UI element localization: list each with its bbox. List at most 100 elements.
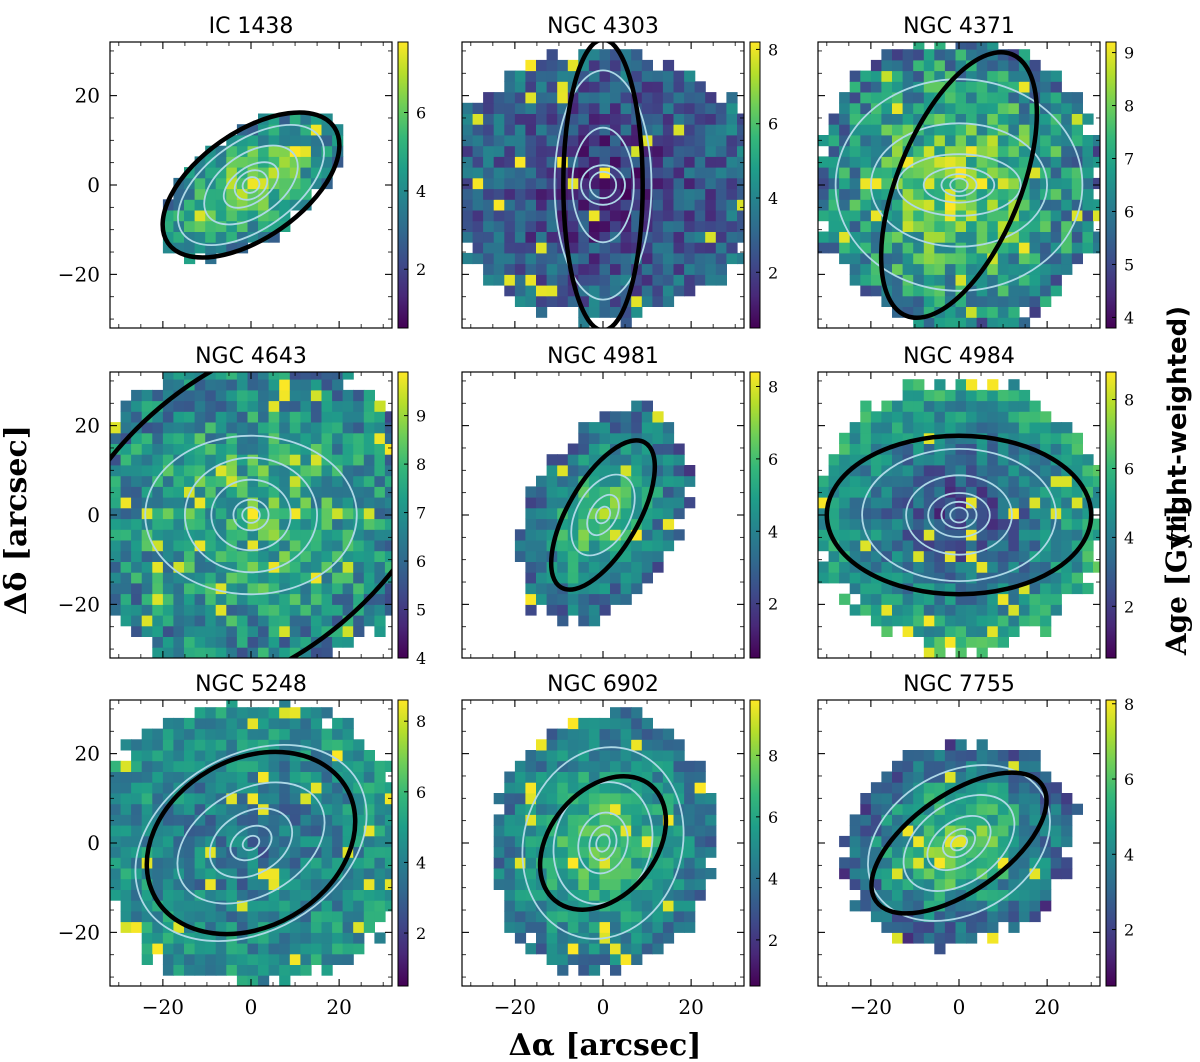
map-cell — [289, 825, 301, 837]
map-cell — [525, 231, 537, 243]
map-cell — [966, 113, 978, 125]
map-cell — [332, 814, 344, 826]
map-cell — [110, 561, 122, 573]
map-cell — [684, 803, 696, 815]
map-cell — [849, 92, 861, 104]
map-cell — [726, 199, 738, 211]
map-cell — [363, 540, 375, 552]
map-cell — [194, 964, 206, 976]
map-cell — [374, 540, 386, 552]
map-cell — [215, 177, 227, 190]
map-cell — [828, 199, 840, 211]
map-cell — [881, 878, 893, 890]
map-cell — [514, 932, 527, 944]
map-cell — [652, 242, 664, 254]
map-cell — [310, 529, 323, 541]
map-cell — [881, 124, 893, 136]
map-cell — [1008, 529, 1020, 541]
map-cell — [599, 188, 611, 200]
map-cell — [902, 124, 914, 136]
map-cell — [684, 92, 696, 104]
map-cell — [997, 135, 1009, 147]
map-cell — [1071, 582, 1083, 595]
map-cell — [173, 814, 185, 826]
axis-ticks — [818, 42, 1100, 328]
map-cell — [1018, 274, 1031, 286]
map-cell — [1040, 135, 1052, 147]
map-cell — [1071, 188, 1083, 200]
map-cell — [268, 793, 280, 805]
map-cell — [342, 615, 354, 627]
map-cell — [588, 750, 601, 762]
map-cell — [652, 932, 664, 944]
map-cell — [268, 625, 280, 637]
axis-ticks — [110, 42, 392, 328]
map-cell — [726, 220, 738, 232]
map-cell — [934, 782, 946, 794]
map-cell — [860, 561, 872, 573]
map-cell — [342, 825, 354, 837]
map-cell — [504, 220, 516, 232]
map-cell — [860, 835, 872, 848]
map-cell — [546, 199, 558, 211]
map-cell — [1018, 889, 1031, 901]
map-cell — [966, 92, 978, 104]
map-cell — [673, 750, 685, 762]
map-cell — [546, 295, 558, 307]
map-cell — [504, 889, 516, 901]
map-cell — [588, 113, 601, 125]
map-cell — [1050, 465, 1062, 477]
map-cell — [694, 242, 706, 254]
map-cell — [966, 636, 978, 648]
map-cell — [1008, 550, 1020, 562]
map-cell — [525, 199, 537, 211]
map-cell — [120, 793, 132, 805]
map-cell — [258, 878, 270, 890]
map-cell — [892, 782, 904, 794]
map-cell — [599, 921, 611, 933]
map-cell — [923, 760, 935, 772]
colorbar-tick-label: 2 — [768, 931, 778, 950]
map-cell — [902, 750, 914, 762]
map-cell — [631, 59, 643, 72]
map-cell — [247, 964, 259, 976]
map-cell — [610, 889, 622, 901]
map-cell — [1018, 878, 1031, 890]
map-cell — [588, 59, 601, 72]
map-cell — [694, 210, 706, 222]
isophote-contour — [570, 473, 636, 557]
map-cell — [567, 910, 579, 923]
map-cell — [652, 507, 664, 520]
map-cell — [525, 921, 537, 933]
map-cell — [236, 771, 249, 783]
map-cell — [818, 475, 830, 487]
map-cell — [599, 846, 611, 858]
map-cell — [673, 465, 685, 477]
map-cell — [173, 507, 185, 520]
map-cell — [997, 593, 1009, 605]
map-cell — [110, 878, 122, 890]
map-cell — [610, 739, 622, 751]
map-cell — [976, 295, 988, 307]
map-cell — [662, 252, 675, 265]
map-cell — [1018, 593, 1031, 605]
y-tick-label: 0 — [87, 173, 100, 197]
map-cell — [641, 124, 653, 136]
colorbar-scale — [1105, 41, 1117, 329]
map-cell — [279, 625, 291, 637]
map-cell — [870, 497, 883, 509]
map-cell — [913, 389, 925, 402]
map-cell — [620, 910, 632, 923]
map-cell — [828, 561, 840, 573]
map-cell — [162, 615, 175, 627]
map-cell — [715, 124, 727, 136]
map-cell — [483, 124, 495, 136]
map-cell — [353, 771, 365, 783]
map-cell — [818, 540, 830, 552]
map-cell — [987, 210, 999, 222]
map-cell — [578, 878, 590, 890]
map-cell — [289, 167, 301, 179]
map-cell — [226, 167, 238, 179]
map-cell — [1029, 274, 1041, 286]
map-cell — [1061, 167, 1073, 179]
